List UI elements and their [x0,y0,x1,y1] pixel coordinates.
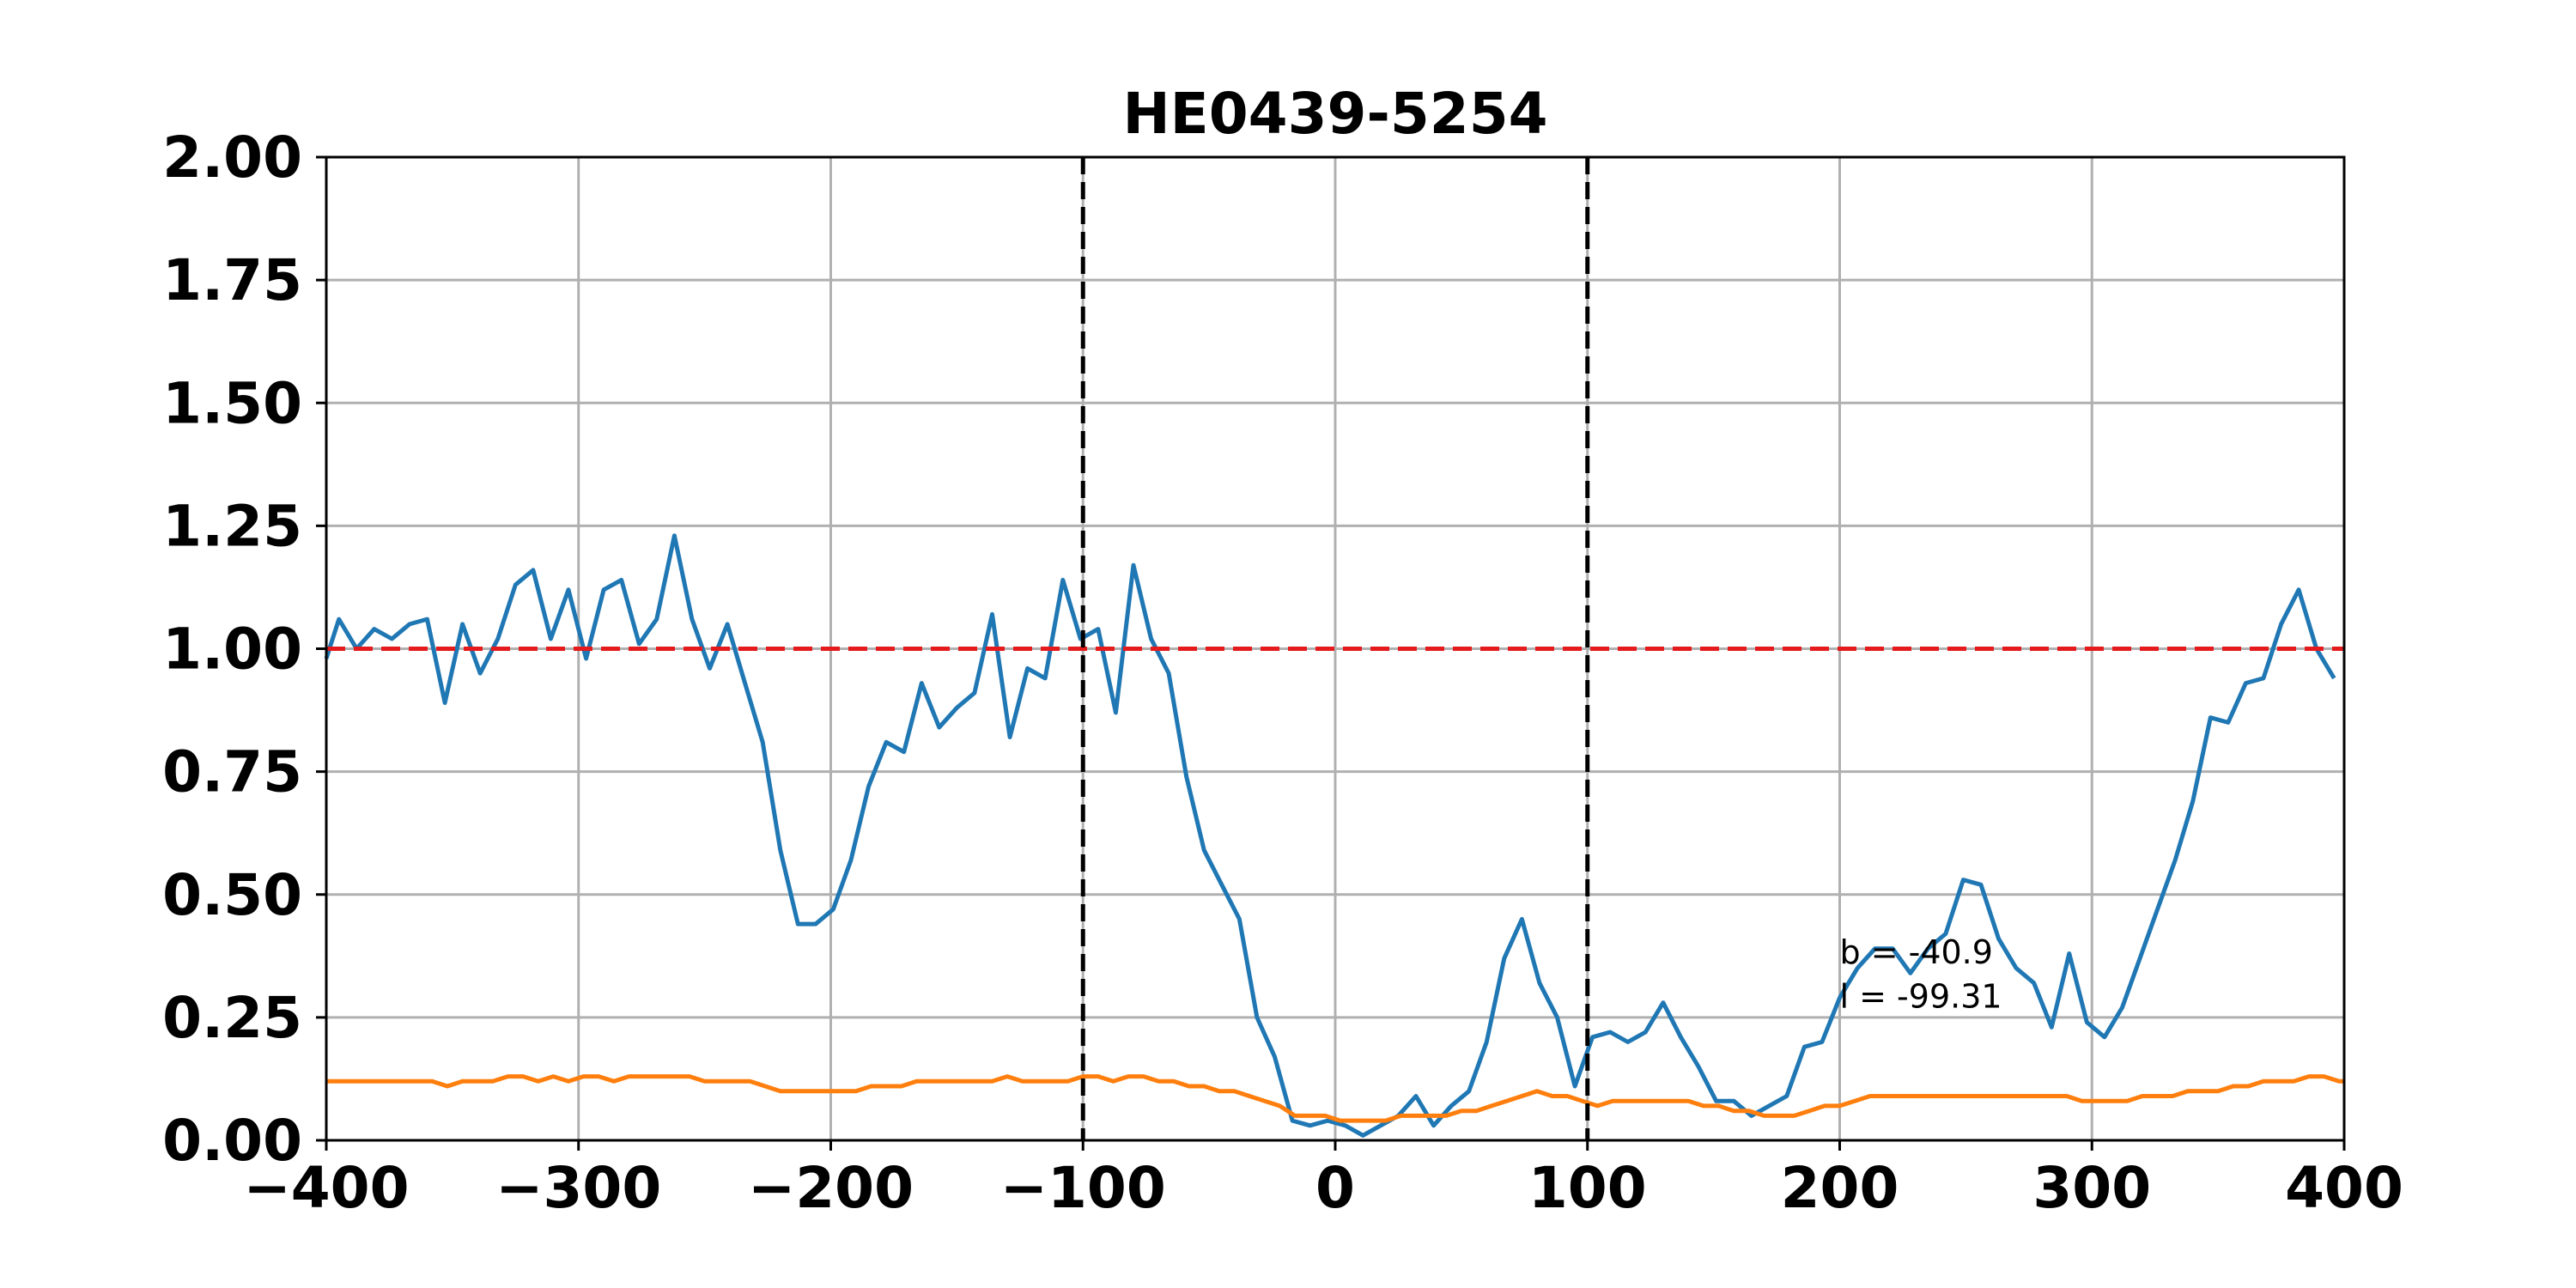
x-tick-label: 100 [1528,1155,1647,1221]
series-line-flux [324,533,2336,1138]
x-tick-label: 0 [1315,1155,1355,1221]
series-line-error [326,1074,2344,1123]
x-tick-label: 300 [2032,1155,2151,1221]
y-tick-label: 2.00 [162,125,302,191]
annotation-text: l = -99.31 [1840,977,2002,1015]
annotations: b = -40.9 l = -99.31 [1840,933,2002,1016]
y-tick-label: 1.25 [162,493,302,559]
y-tick-label: 0.25 [162,985,302,1051]
y-tick-label: 0.00 [162,1108,302,1174]
y-tick-label: 1.75 [162,247,302,313]
axes: −400 −300 −200 −100 0 100 200 300 400 0.00 0.25 0.5… [162,125,2403,1221]
annotation-text: b = -40.9 [1840,933,1993,971]
x-tick-label: −200 [748,1155,914,1221]
x-tick-label: −300 [495,1155,661,1221]
x-tick-label: 400 [2285,1155,2403,1221]
chart-title: HE0439-5254 [1122,81,1547,147]
y-tick-label: 0.75 [162,739,302,805]
y-tick-label: 1.50 [162,370,302,436]
y-tick-label: 0.50 [162,862,302,928]
x-tick-label: 200 [1781,1155,1899,1221]
y-tick-label: 1.00 [162,617,302,683]
x-tick-label: −100 [1000,1155,1166,1221]
x-tick-label: −400 [243,1155,409,1221]
plot-area [324,157,2344,1140]
